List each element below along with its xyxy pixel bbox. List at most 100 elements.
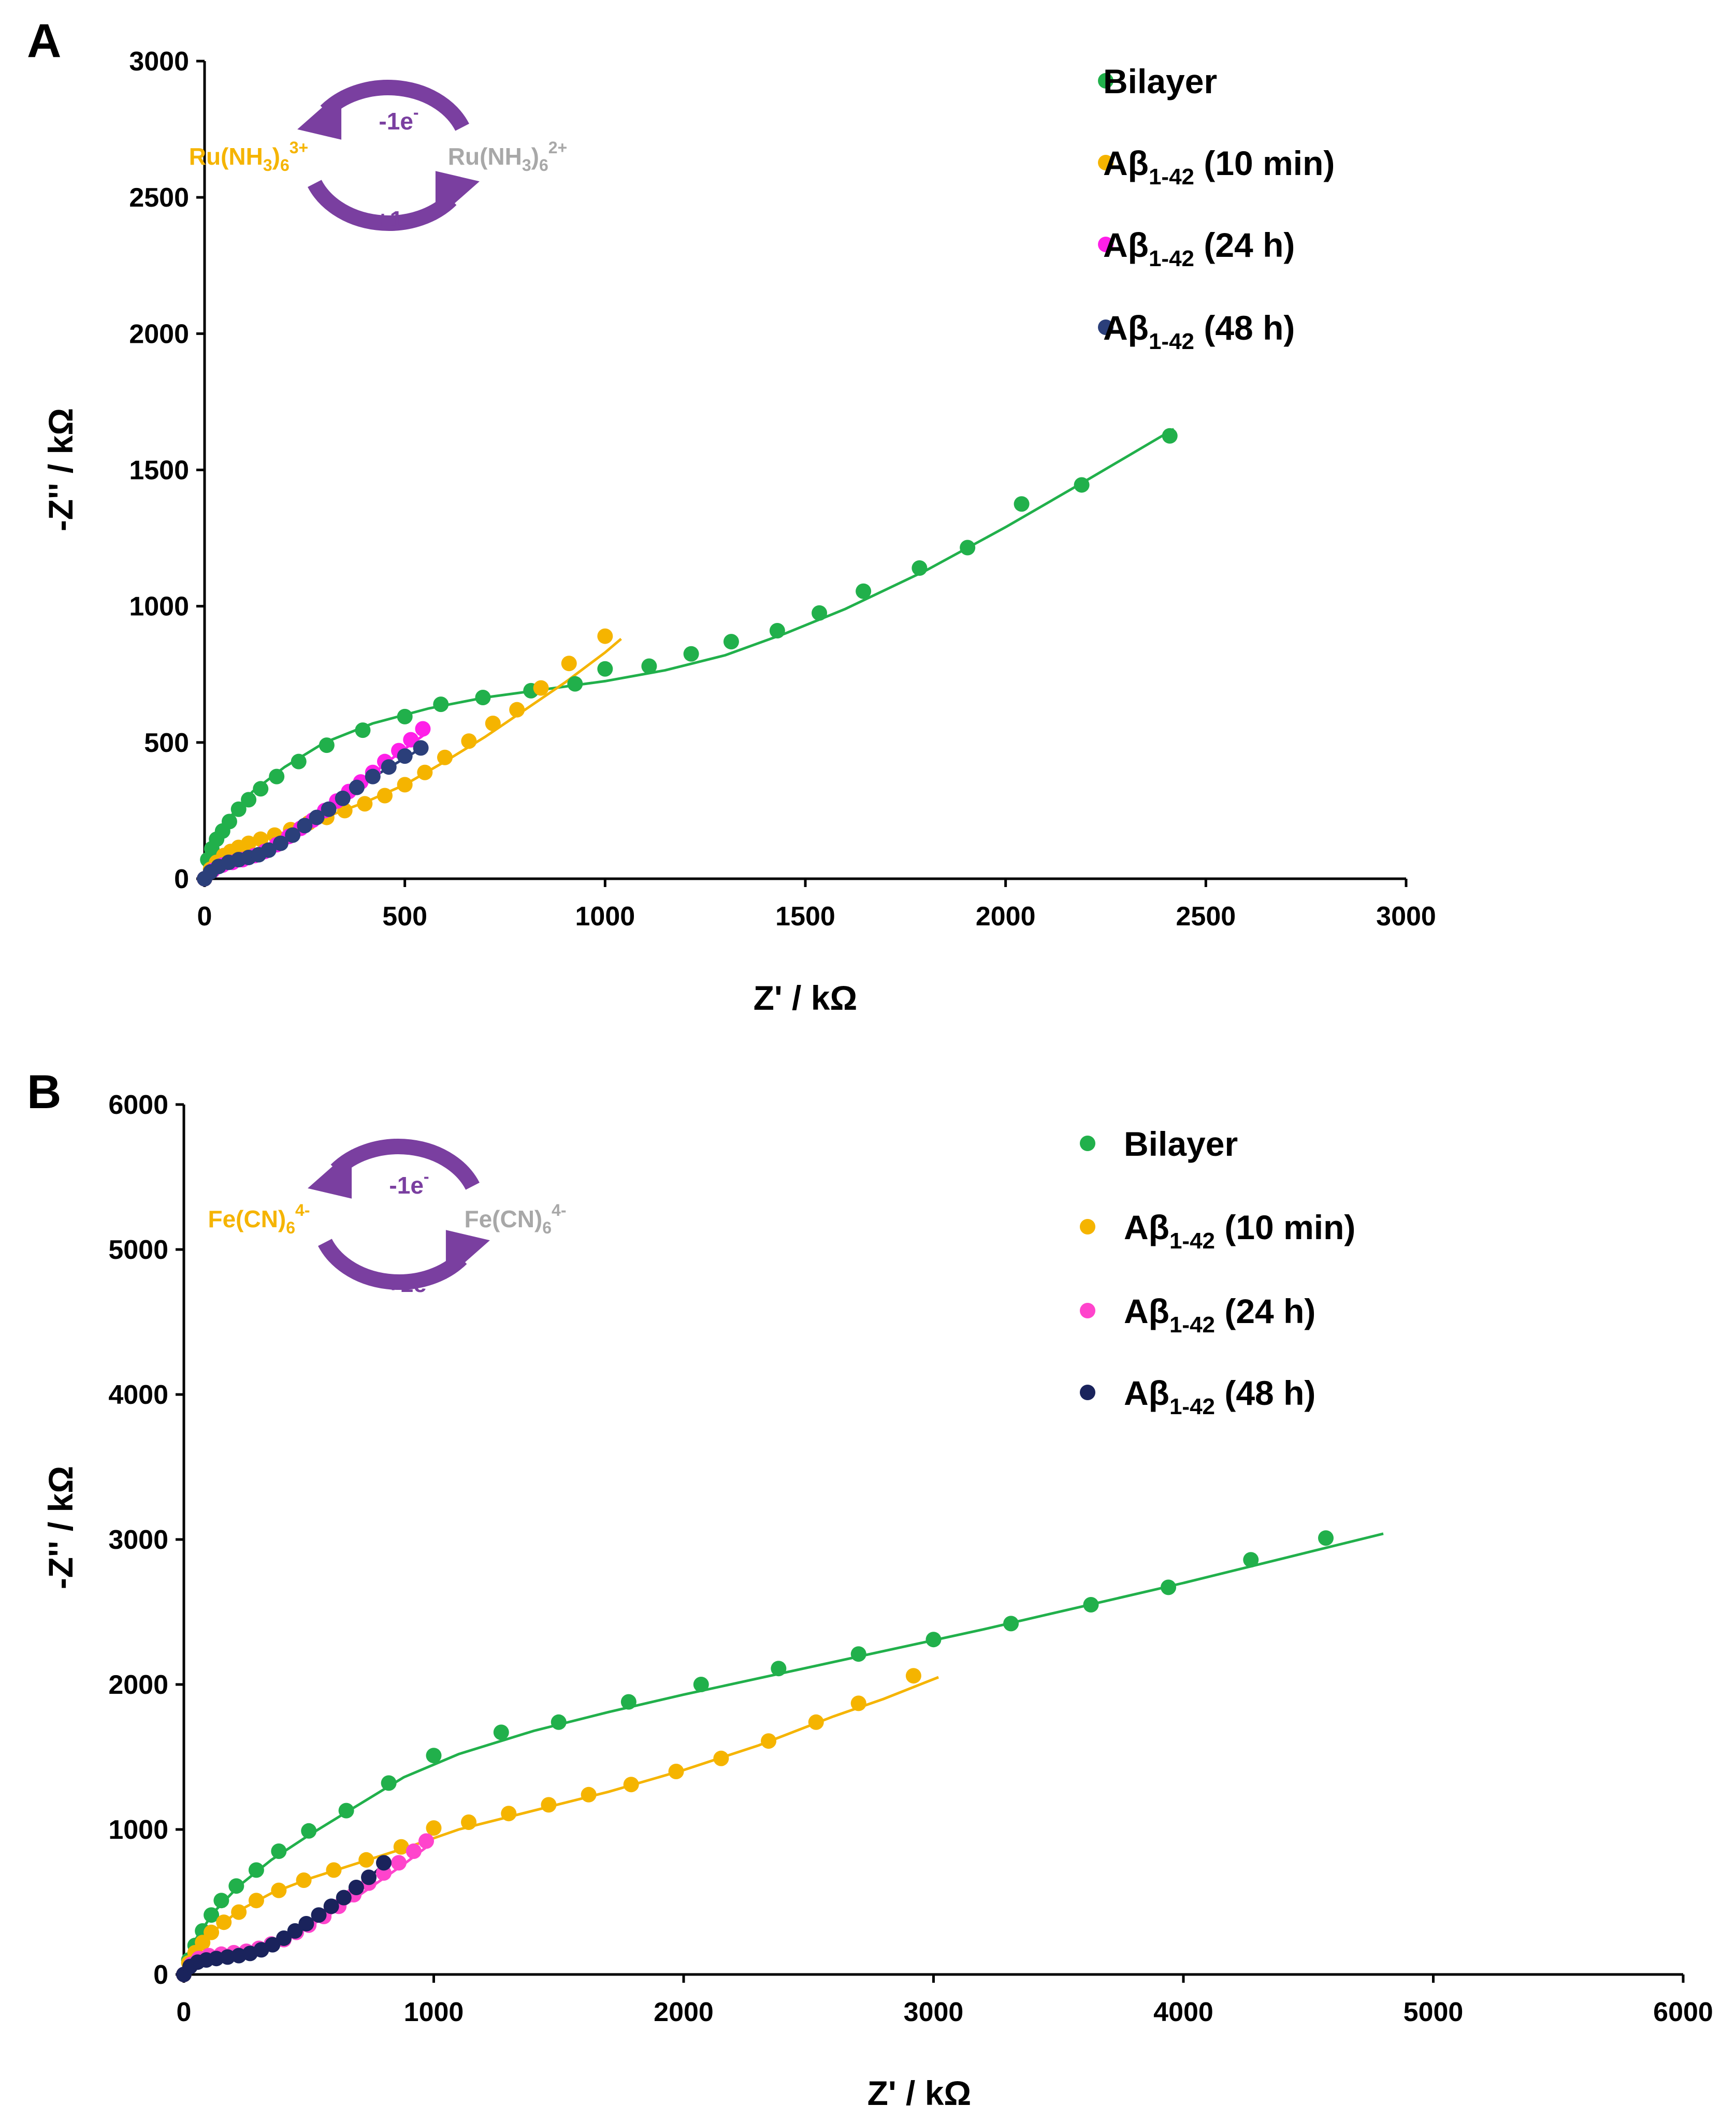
y-tick-label: 0 [174,864,189,894]
data-point-series-0 [271,1843,287,1859]
legend-marker [1098,155,1113,170]
data-point-series-1 [248,1893,264,1909]
electron-loss-label-base: -1e [389,1172,423,1199]
legend-entry-base: Aβ [1124,1292,1169,1330]
data-point-series-0 [551,1714,567,1730]
reduced-species-label-subscript: 6 [542,1218,552,1237]
x-axis-title: Z' / kΩ [754,979,858,1017]
electron-loss-label-base: -1e [379,108,413,135]
data-point-series-1 [358,1852,374,1868]
legend-entry: Aβ1-42 (24 h) [1124,1292,1315,1338]
data-point-series-3 [397,748,413,764]
data-point-series-0 [912,560,928,576]
data-point-series-0 [204,1907,220,1923]
y-tick-label: 6000 [108,1090,168,1120]
data-point-series-1 [195,1935,211,1951]
data-point-series-0 [1161,1579,1177,1595]
oxidation-arrow-head [297,90,342,140]
x-tick-label: 2500 [1176,902,1236,932]
electron-gain-label-base: +1e [376,206,416,233]
oxidized-species-label-paren: ) [272,143,280,170]
legend-entry-base: Bilayer [1124,1125,1238,1163]
y-tick-label: 3000 [108,1525,168,1555]
x-tick-label: 1000 [575,902,635,932]
data-point-series-1 [393,1839,409,1855]
data-point-series-0 [925,1632,942,1648]
oxidized-species-label-subscript: 3 [263,156,272,175]
legend-entry-base: Aβ [1103,144,1149,182]
data-point-series-1 [541,1797,557,1813]
data-point-series-1 [426,1820,442,1836]
data-point-series-1 [461,1814,477,1830]
oxidized-species-label-subscript: 6 [286,1218,295,1237]
panel-b: B 0 1000 2000 3000 4000 5000 6000 0 1000 2000 3000 4… [27,1066,1713,2112]
data-point-series-3 [272,835,288,851]
data-point-series-0 [1243,1552,1259,1568]
data-point-series-3 [381,759,397,775]
data-point-series-1 [761,1733,777,1749]
electron-gain-label: +1e- [386,1266,432,1297]
data-point-series-3 [413,740,429,756]
y-tick-label: 500 [144,728,189,758]
panel-letter: B [27,1066,61,1118]
y-axis-title: -Z'' / kΩ [41,1466,80,1589]
electron-loss-label-sup: - [413,103,419,122]
data-point-series-0 [433,696,449,713]
x-tick-label: 2000 [654,1997,714,2027]
reduced-species-label: Ru(NH3)62+ [448,138,567,175]
x-tick-label: 1000 [404,1997,464,2027]
legend-entry: Bilayer [1124,1125,1238,1163]
data-point-series-1 [623,1777,639,1793]
data-point-series-0 [426,1748,442,1764]
legend-marker [1098,73,1113,89]
data-point-series-0 [960,540,976,556]
data-point-series-2 [415,721,431,737]
data-point-series-1 [241,835,257,851]
data-point-series-2 [390,1855,407,1871]
data-point-series-3 [376,1855,392,1871]
data-point-series-1 [561,656,577,672]
legend-entry-rest: (24 h) [1194,226,1295,264]
y-tick-label: 1000 [129,592,189,622]
data-point-series-0 [269,768,285,785]
legend-entry-subscript: 1-42 [1149,329,1194,354]
reduced-species-label-charge: 2+ [548,138,567,157]
legend-entry-rest: (10 min) [1194,144,1335,182]
data-point-series-1 [377,788,393,804]
legend-marker [1080,1219,1095,1234]
x-tick-label: 1500 [775,902,835,932]
data-point-series-0 [1083,1597,1099,1612]
data-point-series-1 [850,1695,866,1711]
legend-marker [1098,237,1113,252]
data-point-series-0 [1003,1616,1019,1632]
legend-marker [1080,1136,1095,1151]
data-point-series-0 [301,1823,317,1839]
data-point-series-3 [365,768,381,785]
electron-gain-label-sup: - [416,201,422,220]
data-point-series-0 [1074,477,1090,493]
data-point-series-0 [381,1775,397,1791]
data-point-series-3 [285,827,301,843]
data-point-series-0 [1162,428,1178,444]
data-point-series-0 [1014,496,1030,512]
reduction-arrow-head [445,1230,490,1280]
data-point-series-3 [261,842,277,858]
data-point-series-0 [620,1694,636,1710]
oxidized-species-label-base: Ru(NH [189,143,263,170]
data-point-series-1 [713,1750,729,1766]
x-tick-label: 5000 [1404,1997,1464,2027]
electron-loss-label-sup: - [424,1167,429,1186]
data-point-series-1 [437,749,453,765]
data-point-series-1 [509,702,525,718]
reduction-arrow [308,180,457,231]
x-tick-label: 4000 [1153,1997,1213,2027]
legend-entry-subscript: 1-42 [1149,164,1194,190]
data-point-series-0 [228,1878,244,1894]
data-point-series-3 [297,818,313,834]
electron-loss-label: -1e- [389,1167,429,1199]
legend-entry-base: Aβ [1124,1208,1169,1246]
x-tick-label: 2000 [976,902,1036,932]
legend-marker [1098,319,1113,335]
legend-entry-base: Aβ [1103,309,1149,347]
